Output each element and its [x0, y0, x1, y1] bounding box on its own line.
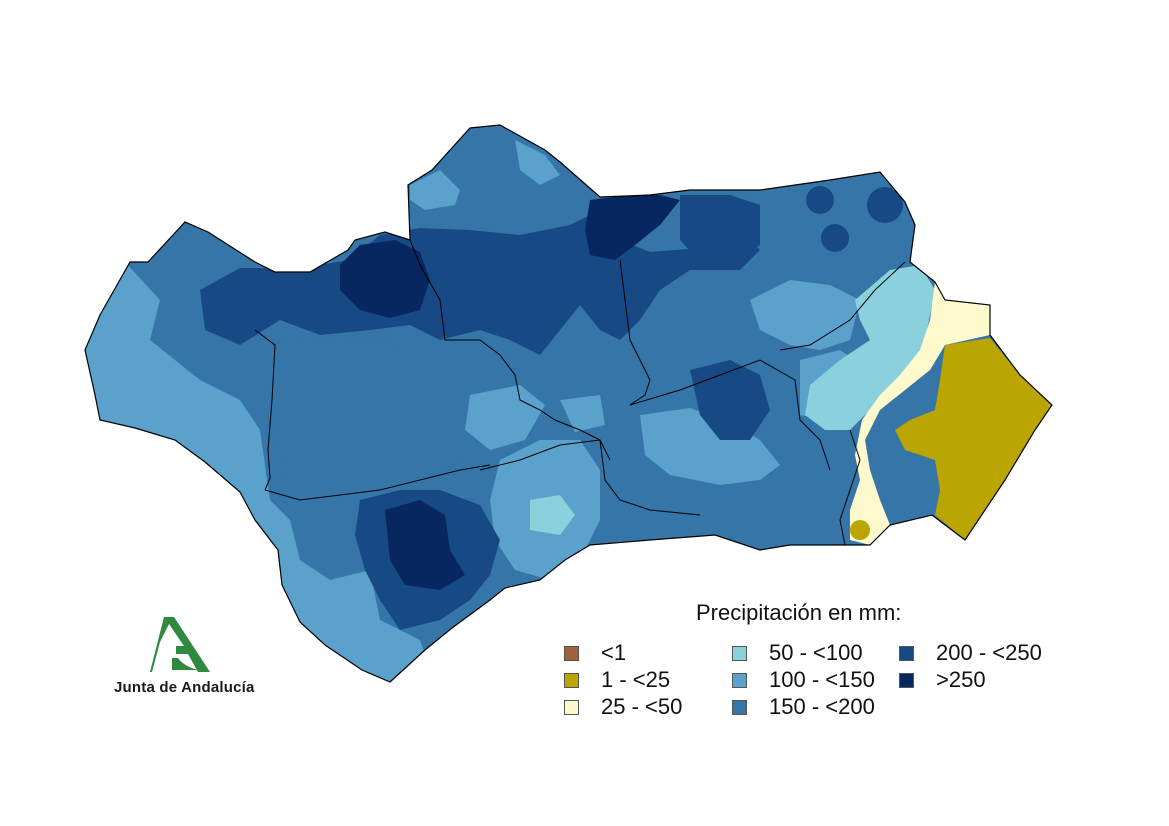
- legend-item-150-200: 150 - <200: [732, 694, 875, 720]
- legend-label: 100 - <150: [769, 667, 875, 692]
- zone-east-100-150: [640, 408, 780, 485]
- zone-north-gt250: [585, 195, 680, 260]
- zone-east-25-50: [850, 282, 990, 545]
- zone-east-100-150-b: [750, 280, 860, 350]
- border-cordoba-granada: [554, 419, 611, 461]
- border-granada-almeria-north: [779, 261, 906, 351]
- border-malaga-granada: [479, 439, 701, 516]
- logo-text: Junta de Andalucía: [114, 679, 255, 696]
- legend-swatch: [564, 672, 579, 688]
- zone-east-50-100: [805, 265, 935, 430]
- zone-nw-dot-1: [239, 279, 271, 311]
- legend-item-lt1: <1: [564, 640, 626, 666]
- legend-swatch: [732, 672, 747, 688]
- legend-item-25-50: 25 - <50: [564, 694, 682, 720]
- legend-swatch: [564, 645, 579, 661]
- legend-swatch: [899, 672, 914, 688]
- zone-north-200-250: [470, 240, 555, 282]
- border-granada-almeria: [839, 429, 861, 546]
- zone-south-gt250: [385, 500, 465, 590]
- zone-se-1-25-dot: [850, 520, 870, 540]
- legend-label: 50 - <100: [769, 640, 863, 665]
- legend-label: <1: [601, 640, 627, 665]
- legend-swatch: [564, 699, 579, 715]
- border-cordoba-jaen: [619, 259, 651, 406]
- zone-west-100-150: [85, 262, 440, 682]
- zone-nw-gt250: [340, 240, 430, 318]
- zone-ne-dot-3: [821, 224, 849, 252]
- zone-ne-dot-1: [806, 186, 834, 214]
- zone-se-1-25: [895, 338, 1052, 540]
- border-huelva-sevilla: [254, 329, 276, 491]
- zone-east-50-100-b: [530, 495, 575, 535]
- zone-north-100-150-b: [515, 140, 560, 185]
- legend-label: 25 - <50: [601, 694, 683, 719]
- zone-center-150-200: [270, 338, 510, 500]
- border-jaen-granada: [629, 359, 831, 471]
- legend-item-100-150: 100 - <150: [732, 667, 875, 693]
- zone-ne-200-250: [680, 195, 760, 262]
- border-sevilla-cordoba: [409, 239, 556, 421]
- legend-label: >250: [936, 667, 986, 692]
- legend-swatch: [732, 645, 747, 661]
- legend-label: 200 - <250: [936, 640, 1042, 665]
- junta-logo-icon: [150, 617, 210, 672]
- legend-swatch: [732, 699, 747, 715]
- legend-item-gt250: >250: [899, 667, 986, 693]
- legend-label: 1 - <25: [601, 667, 671, 692]
- legend-item-200-250: 200 - <250: [899, 640, 1042, 666]
- zone-ne-dot-2: [867, 187, 903, 223]
- precipitation-zones: [85, 125, 1052, 682]
- zone-north-100-150: [410, 170, 460, 210]
- border-cadiz-sevilla: [264, 464, 491, 501]
- zone-center-100-150-c: [560, 395, 605, 432]
- legend-swatch: [899, 645, 914, 661]
- legend-title: Precipitación en mm:: [696, 600, 902, 625]
- legend-item-50-100: 50 - <100: [732, 640, 863, 666]
- zone-se-200-250: [690, 360, 770, 440]
- legend-item-1-25: 1 - <25: [564, 667, 670, 693]
- legend-label: 150 - <200: [769, 694, 875, 719]
- zone-center-100-150-a: [465, 385, 545, 450]
- province-borders: [254, 239, 906, 546]
